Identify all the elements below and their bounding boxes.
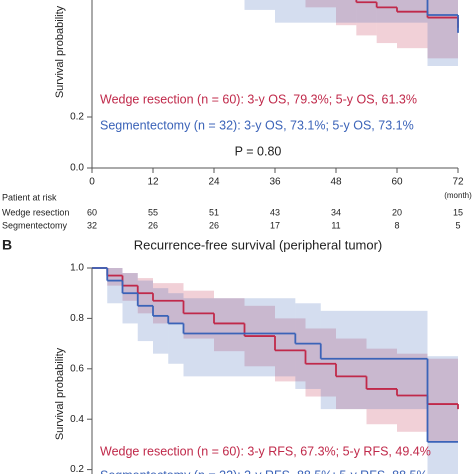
ci-band <box>427 356 458 474</box>
ci-band <box>427 0 458 59</box>
risk-row-name: Wedge resection <box>2 207 69 217</box>
ci-band <box>366 348 397 425</box>
ci-band <box>183 298 296 377</box>
y-tick-label: 1.0 <box>70 263 84 274</box>
risk-count: 26 <box>148 220 158 230</box>
x-tick-label: 48 <box>330 177 342 188</box>
y-tick-label: 0.0 <box>70 163 84 174</box>
risk-table-title: Patient at risk <box>2 192 57 202</box>
x-tick-label: 36 <box>269 177 281 188</box>
annotation: Wedge resection (n = 60): 3-y OS, 79.3%;… <box>100 92 417 106</box>
x-unit: (month) <box>444 191 472 200</box>
panel-label: B <box>2 237 12 253</box>
risk-row-name: Segmentectomy <box>2 220 68 230</box>
risk-count: 15 <box>453 207 463 217</box>
ci-band <box>275 0 428 23</box>
ci-band <box>320 310 428 410</box>
ci-band <box>305 0 336 8</box>
risk-count: 17 <box>270 220 280 230</box>
risk-count: 43 <box>270 207 280 217</box>
ci-band <box>137 280 153 342</box>
x-tick-label: 0 <box>89 177 95 188</box>
ci-band <box>305 328 336 397</box>
ci-band <box>137 278 153 314</box>
ci-band <box>336 338 367 410</box>
x-tick-label: 12 <box>147 177 159 188</box>
ci-band <box>427 358 458 442</box>
chart-title: Recurrence-free survival (peripheral tum… <box>134 237 383 252</box>
ci-band <box>376 0 397 44</box>
y-axis-label: Survival probability <box>54 347 66 440</box>
y-tick-label: 0.6 <box>70 363 84 374</box>
ci-band <box>397 0 428 49</box>
y-tick-label: 0.8 <box>70 313 84 324</box>
y-tick-label: 0.2 <box>70 464 84 474</box>
x-tick-label: 72 <box>452 177 464 188</box>
risk-count: 32 <box>87 220 97 230</box>
ci-band <box>153 288 169 354</box>
risk-count: 51 <box>209 207 219 217</box>
risk-count: 55 <box>148 207 158 217</box>
risk-count: 34 <box>331 207 341 217</box>
risk-count: 26 <box>209 220 219 230</box>
risk-count: 60 <box>87 207 97 217</box>
annotation: Segmentectomy (n = 32): 3-y RFS, 88.5%; … <box>100 468 428 474</box>
y-tick-label: 0.4 <box>70 414 84 425</box>
annotation: Segmentectomy (n = 32): 3-y OS, 73.1%; 5… <box>100 118 414 132</box>
ci-band <box>107 268 123 304</box>
risk-count: 20 <box>392 207 402 217</box>
ci-band <box>336 0 357 26</box>
ci-band <box>295 303 321 389</box>
ci-band <box>356 0 377 36</box>
annotation: Wedge resection (n = 60): 3-y RFS, 67.3%… <box>100 444 431 458</box>
ci-band <box>122 273 138 324</box>
ci-band <box>427 0 458 66</box>
p-value: P = 0.80 <box>235 144 282 158</box>
ci-band <box>244 0 275 10</box>
risk-count: 5 <box>455 220 460 230</box>
risk-count: 8 <box>394 220 399 230</box>
ci-band <box>214 298 245 352</box>
ci-band <box>397 353 428 432</box>
x-tick-label: 24 <box>208 177 220 188</box>
x-tick-label: 60 <box>391 177 403 188</box>
y-tick-label: 0.2 <box>70 112 84 123</box>
y-axis-label: Survival probability <box>54 5 66 98</box>
risk-count: 11 <box>331 220 340 230</box>
ci-band <box>168 293 184 364</box>
ci-band <box>183 290 214 339</box>
